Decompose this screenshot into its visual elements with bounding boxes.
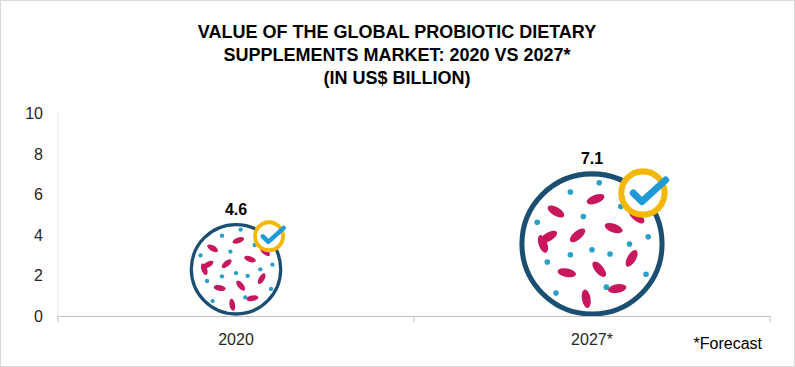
y-tick-label: 2 [34,267,43,284]
dot [205,279,209,283]
bacteria [232,236,245,245]
dot [568,189,574,195]
check-mark [263,228,284,242]
y-tick-label: 6 [34,186,43,203]
bacteria [607,283,627,295]
dot [228,249,232,253]
bacteria [228,298,236,311]
dot [239,227,243,231]
dot [220,274,224,278]
bacteria [538,228,559,245]
x-tick-label: 2027* [571,331,613,348]
marks [191,171,665,314]
y-tick-label: 4 [34,227,43,244]
bacteria [246,294,259,302]
bacteria [235,279,247,292]
chart-svg: VALUE OF THE GLOBAL PROBIOTIC DIETARY SUP… [0,0,795,367]
dot [645,234,651,240]
bubble [522,171,666,314]
title-line: (IN US$ BILLION) [324,68,471,88]
footnote: *Forecast [694,335,763,352]
data-label: 7.1 [581,150,603,167]
bacteria [568,226,588,245]
data-label: 4.6 [225,201,247,218]
dot [545,259,551,265]
title: VALUE OF THE GLOBAL PROBIOTIC DIETARY SUP… [198,22,596,88]
y-axis-line [58,113,59,316]
bacteria [603,221,624,236]
dot [589,247,595,253]
data-labels: 4.6 7.1 [225,150,603,218]
dot [581,214,587,220]
dot [596,180,602,186]
bacteria [243,254,256,263]
dot [258,267,262,271]
title-line: SUPPLEMENTS MARKET: 2020 VS 2027* [223,45,570,65]
title-line: VALUE OF THE GLOBAL PROBIOTIC DIETARY [198,22,596,42]
bacteria [557,267,577,279]
y-tick-label: 10 [25,105,43,122]
dot [604,284,610,290]
dot [270,262,274,266]
dot [607,251,613,257]
x-tick-label: 2020 [218,331,254,348]
x-category-separator [770,316,771,322]
dot [234,271,238,275]
y-tick-label: 0 [34,308,43,325]
dot [269,287,273,291]
bacteria [546,203,567,220]
dot [534,220,540,226]
dot [220,234,224,238]
check-ring [255,222,283,250]
frame [1,1,795,367]
bubble [191,222,283,314]
dot [568,252,574,258]
dot [246,274,250,278]
x-category-separator [58,316,59,322]
bacteria [213,284,226,292]
dot [553,290,559,296]
dot [198,253,202,257]
dot [643,271,649,277]
dot [210,299,214,303]
bacteria [585,192,606,207]
check-ring [621,171,664,214]
bacteria [623,248,640,269]
dot [627,241,633,247]
bacteria [590,259,609,279]
bacteria [580,289,592,309]
bacteria [206,243,219,254]
bacteria [256,272,267,285]
bacteria [201,259,214,270]
y-tick-label: 8 [34,146,43,163]
chart-container: VALUE OF THE GLOBAL PROBIOTIC DIETARY SUP… [0,0,795,367]
check-mark [633,180,665,202]
x-category-separator [414,316,415,322]
dot [243,295,247,299]
bacteria [220,258,233,270]
